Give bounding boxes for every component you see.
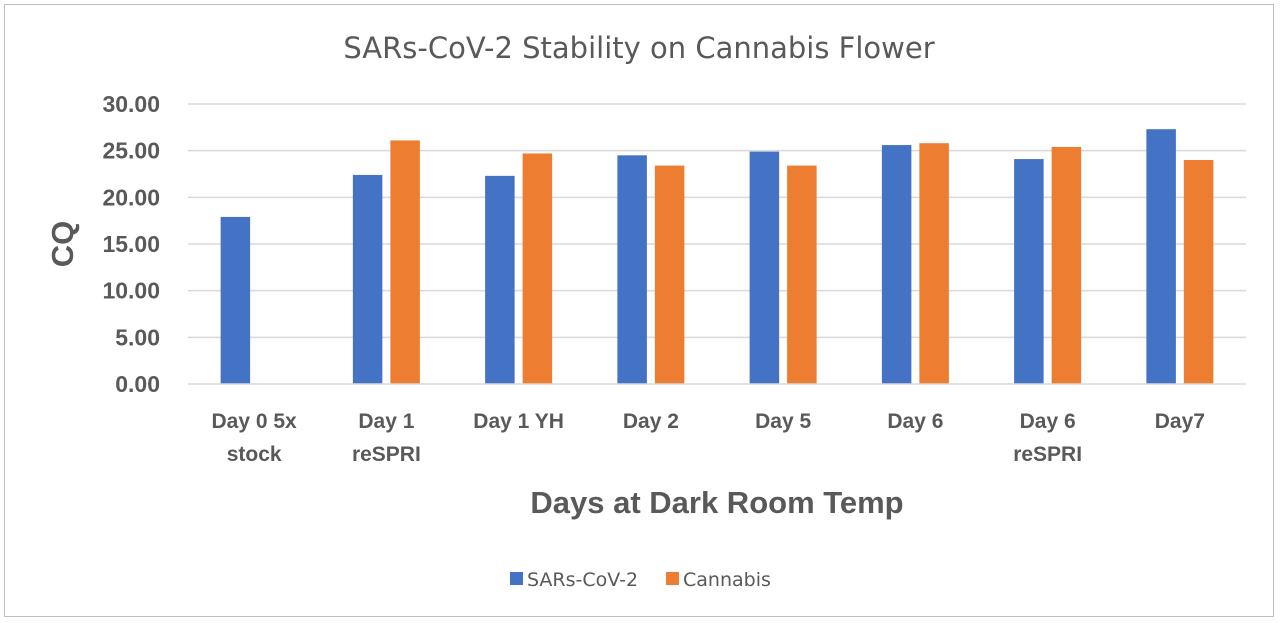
x-tick-label-line: Day 2 [623, 410, 679, 433]
x-tick-label-line: reSPRI [1013, 443, 1082, 466]
x-tick-label: Day7 [1155, 410, 1205, 433]
gridlines [188, 103, 1246, 339]
y-tick-label: 0.00 [115, 371, 160, 397]
bar-cannabis [1051, 146, 1082, 384]
bar-cannabis [787, 165, 817, 384]
legend-swatch-cannabis [666, 572, 679, 585]
x-axis-ticks: Day 0 5x stock Day 1 reSPRI Day 1 YH Day 2 Day… [212, 410, 1205, 466]
x-tick-label-line: reSPRI [352, 443, 421, 466]
x-tick-label-line: Day 0 5x [212, 410, 298, 433]
chart-title: SARs-CoV-2 Stability on Cannabis Flower [343, 31, 934, 65]
y-axis-label: CQ [45, 221, 80, 268]
x-axis-label: Days at Dark Room Temp [530, 485, 903, 520]
bar-sars-cov-2 [1014, 159, 1044, 384]
bar-cannabis [522, 153, 553, 384]
x-tick-label-line: Day 5 [755, 410, 811, 433]
bar-sars-cov-2 [352, 174, 383, 384]
bar-sars-cov-2 [1146, 129, 1176, 384]
x-tick-label: Day 1 YH [473, 410, 564, 433]
bar-cannabis [390, 140, 420, 384]
bar-sars-cov-2 [749, 151, 780, 384]
x-tick-label: Day 5 [755, 410, 811, 433]
legend-label-sars-cov-2: SARs-CoV-2 [527, 569, 638, 591]
y-tick-label: 15.00 [102, 231, 160, 257]
bar-cannabis [654, 165, 685, 384]
legend-swatch-sars-cov-2 [510, 572, 523, 585]
bar-sars-cov-2 [617, 155, 647, 384]
x-tick-label: Day 6 reSPRI [1013, 410, 1082, 466]
y-tick-label: 5.00 [115, 324, 160, 350]
legend-label-cannabis: Cannabis [683, 569, 771, 591]
x-tick-label-line: Day 6 [887, 410, 943, 433]
x-tick-label-line: Day 6 [1020, 410, 1076, 433]
x-tick-label: Day 0 5x stock [212, 410, 298, 466]
x-tick-label-line: Day 1 YH [473, 410, 564, 433]
bar-cannabis [919, 143, 949, 384]
x-tick-label-line: stock [227, 443, 282, 466]
y-tick-label: 10.00 [102, 278, 160, 304]
x-tick-label: Day 2 [623, 410, 679, 433]
bars [220, 129, 1214, 384]
y-tick-label: 25.00 [102, 138, 160, 164]
x-tick-label-line: Day 1 [358, 410, 414, 433]
x-tick-label: Day 1 reSPRI [352, 410, 421, 466]
bar-sars-cov-2 [220, 216, 251, 384]
y-axis-ticks: 0.00 5.00 10.00 15.00 20.00 25.00 30.00 [102, 91, 160, 397]
y-tick-label: 20.00 [102, 184, 160, 210]
legend: SARs-CoV-2 Cannabis [510, 569, 771, 591]
bar-cannabis [1183, 160, 1214, 384]
x-tick-label-line: Day7 [1155, 410, 1205, 433]
bar-sars-cov-2 [485, 175, 515, 384]
x-tick-label: Day 6 [887, 410, 943, 433]
bar-sars-cov-2 [881, 145, 912, 384]
y-tick-label: 30.00 [102, 91, 160, 117]
